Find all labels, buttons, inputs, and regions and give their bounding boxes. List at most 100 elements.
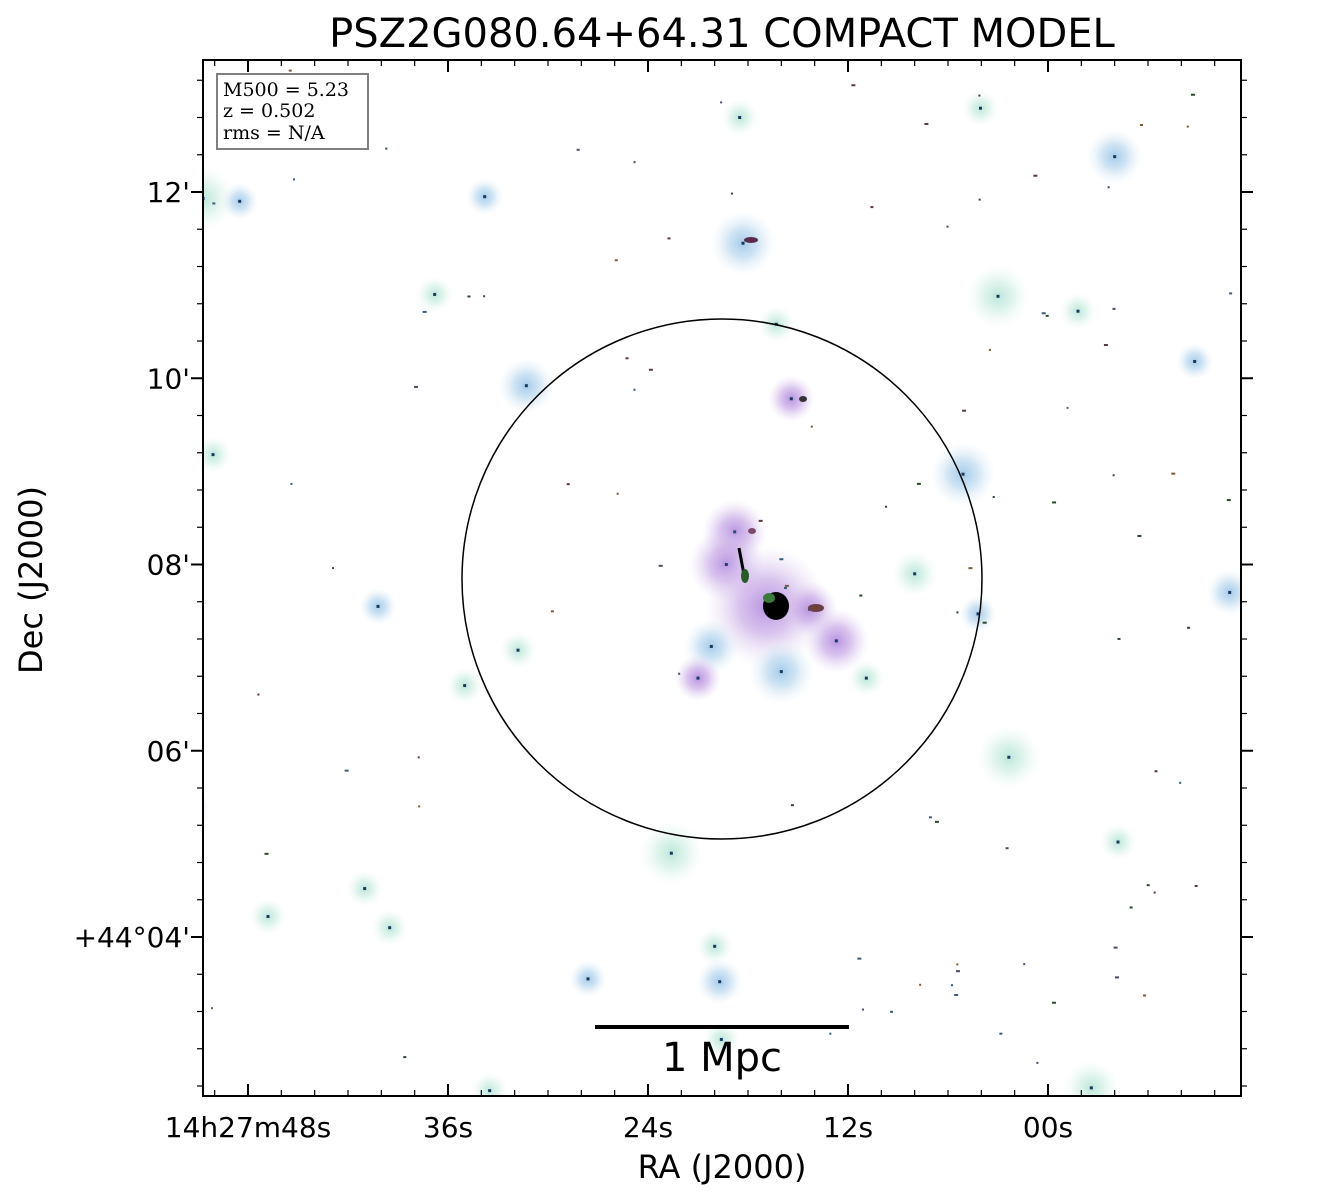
- noise-speckle: [1139, 123, 1143, 126]
- noise-speckle: [968, 567, 973, 570]
- noise-speckle: [1066, 406, 1069, 409]
- source-core: [1089, 1086, 1093, 1090]
- source-core: [996, 294, 1000, 298]
- noise-speckle: [1226, 499, 1231, 502]
- noise-speckle: [344, 769, 349, 772]
- noise-speckle: [890, 1010, 894, 1013]
- y-tick-label: 08': [147, 549, 190, 582]
- noise-speckle: [950, 984, 953, 987]
- noise-speckle: [614, 259, 618, 262]
- noise-speckle: [1154, 770, 1158, 773]
- noise-speckle: [870, 206, 874, 209]
- noise-speckle: [1045, 314, 1049, 317]
- source-core: [488, 1089, 492, 1093]
- aperture-circle: [461, 318, 983, 840]
- plot-title: PSZ2G080.64+64.31 COMPACT MODEL: [329, 11, 1115, 57]
- noise-speckle: [1041, 312, 1046, 315]
- noise-speckle: [1179, 781, 1182, 784]
- noise-speckle: [928, 816, 932, 819]
- source-core: [719, 1037, 723, 1041]
- cluster-core: [737, 237, 824, 620]
- source-halo: [1206, 569, 1241, 616]
- noise-speckle: [1187, 626, 1191, 629]
- noise-speckle: [829, 1032, 832, 1035]
- noise-speckle: [982, 621, 987, 624]
- noise-speckle: [1112, 307, 1116, 310]
- noise-speckle: [1190, 93, 1195, 96]
- noise-speckle: [956, 611, 959, 614]
- noise-speckle: [1005, 847, 1009, 850]
- source-core: [913, 572, 917, 576]
- noise-speckle: [1194, 884, 1198, 887]
- source-core: [738, 116, 742, 119]
- noise-speckle: [758, 519, 763, 522]
- noise-speckle: [924, 122, 929, 125]
- noise-speckle: [1171, 472, 1176, 475]
- scale-bar-label: 1 Mpc: [662, 1035, 782, 1081]
- source-core: [789, 397, 793, 401]
- source-core: [979, 106, 982, 110]
- info-line-redshift: z = 0.502: [223, 100, 315, 122]
- noise-speckle: [956, 963, 959, 966]
- source-core: [1228, 590, 1232, 594]
- noise-speckle: [861, 1008, 864, 1011]
- noise-speckle: [934, 820, 939, 823]
- noise-speckle: [978, 94, 981, 97]
- noise-speckle: [946, 225, 949, 228]
- noise-speckle: [385, 147, 388, 150]
- noise-speckle: [859, 594, 863, 597]
- noise-speckle: [851, 84, 856, 87]
- source-core: [211, 453, 215, 457]
- y-tick-label: 10': [147, 362, 190, 395]
- noise-speckle: [779, 558, 784, 561]
- source-halo: [137, 62, 193, 118]
- info-line-mass: M500 = 5.23: [223, 79, 349, 101]
- axis-tick-labels: 14h27m48s 36s 24s 12s 00s 12' 10' 08' 06' +44°04': [74, 176, 1074, 1144]
- source-core: [170, 353, 173, 356]
- noise-speckle: [403, 1056, 407, 1059]
- source-core: [741, 241, 745, 245]
- noise-speckle: [678, 672, 681, 675]
- noise-speckle: [211, 1007, 214, 1010]
- source-core: [266, 915, 270, 919]
- noise-speckle: [331, 567, 334, 570]
- source-core: [1113, 155, 1117, 159]
- source-core: [388, 926, 392, 930]
- source-core: [483, 195, 487, 199]
- noise-speckle: [212, 202, 216, 205]
- noise-speckle: [988, 348, 991, 351]
- source-core: [976, 612, 980, 616]
- y-tick-label: 12': [147, 176, 190, 209]
- noise-speckle: [919, 983, 922, 986]
- noise-speckle: [810, 425, 813, 428]
- noise-speckle: [784, 584, 789, 587]
- noise-speckle: [1107, 186, 1110, 189]
- noise-speckle: [978, 198, 981, 201]
- x-tick-label: 24s: [623, 1111, 673, 1144]
- source-core: [961, 472, 965, 476]
- noise-speckle: [467, 295, 471, 298]
- noise-speckle: [857, 957, 862, 960]
- noise-speckle: [418, 805, 421, 808]
- noise-speckle: [720, 101, 723, 104]
- source-core: [709, 644, 713, 648]
- y-tick-label: +44°04': [74, 921, 190, 954]
- info-line-rms: rms = N/A: [223, 122, 325, 144]
- scale-bar: 1 Mpc: [595, 1025, 849, 1081]
- noise-speckle: [1051, 1001, 1056, 1004]
- source-core: [779, 670, 783, 674]
- noise-speckle: [1186, 125, 1189, 128]
- noise-speckle: [483, 295, 486, 298]
- noise-speckle: [288, 69, 292, 72]
- noise-speckle: [1143, 994, 1147, 997]
- noise-speckle: [264, 852, 269, 855]
- noise-speckle: [1229, 292, 1233, 295]
- noise-speckle: [1153, 891, 1156, 894]
- noise-speckle: [730, 192, 733, 195]
- noise-speckle: [1033, 174, 1038, 177]
- noise-speckle: [954, 993, 959, 996]
- noise-speckle: [1146, 884, 1150, 887]
- source-core: [433, 292, 437, 296]
- x-tick-label: 36s: [423, 1111, 473, 1144]
